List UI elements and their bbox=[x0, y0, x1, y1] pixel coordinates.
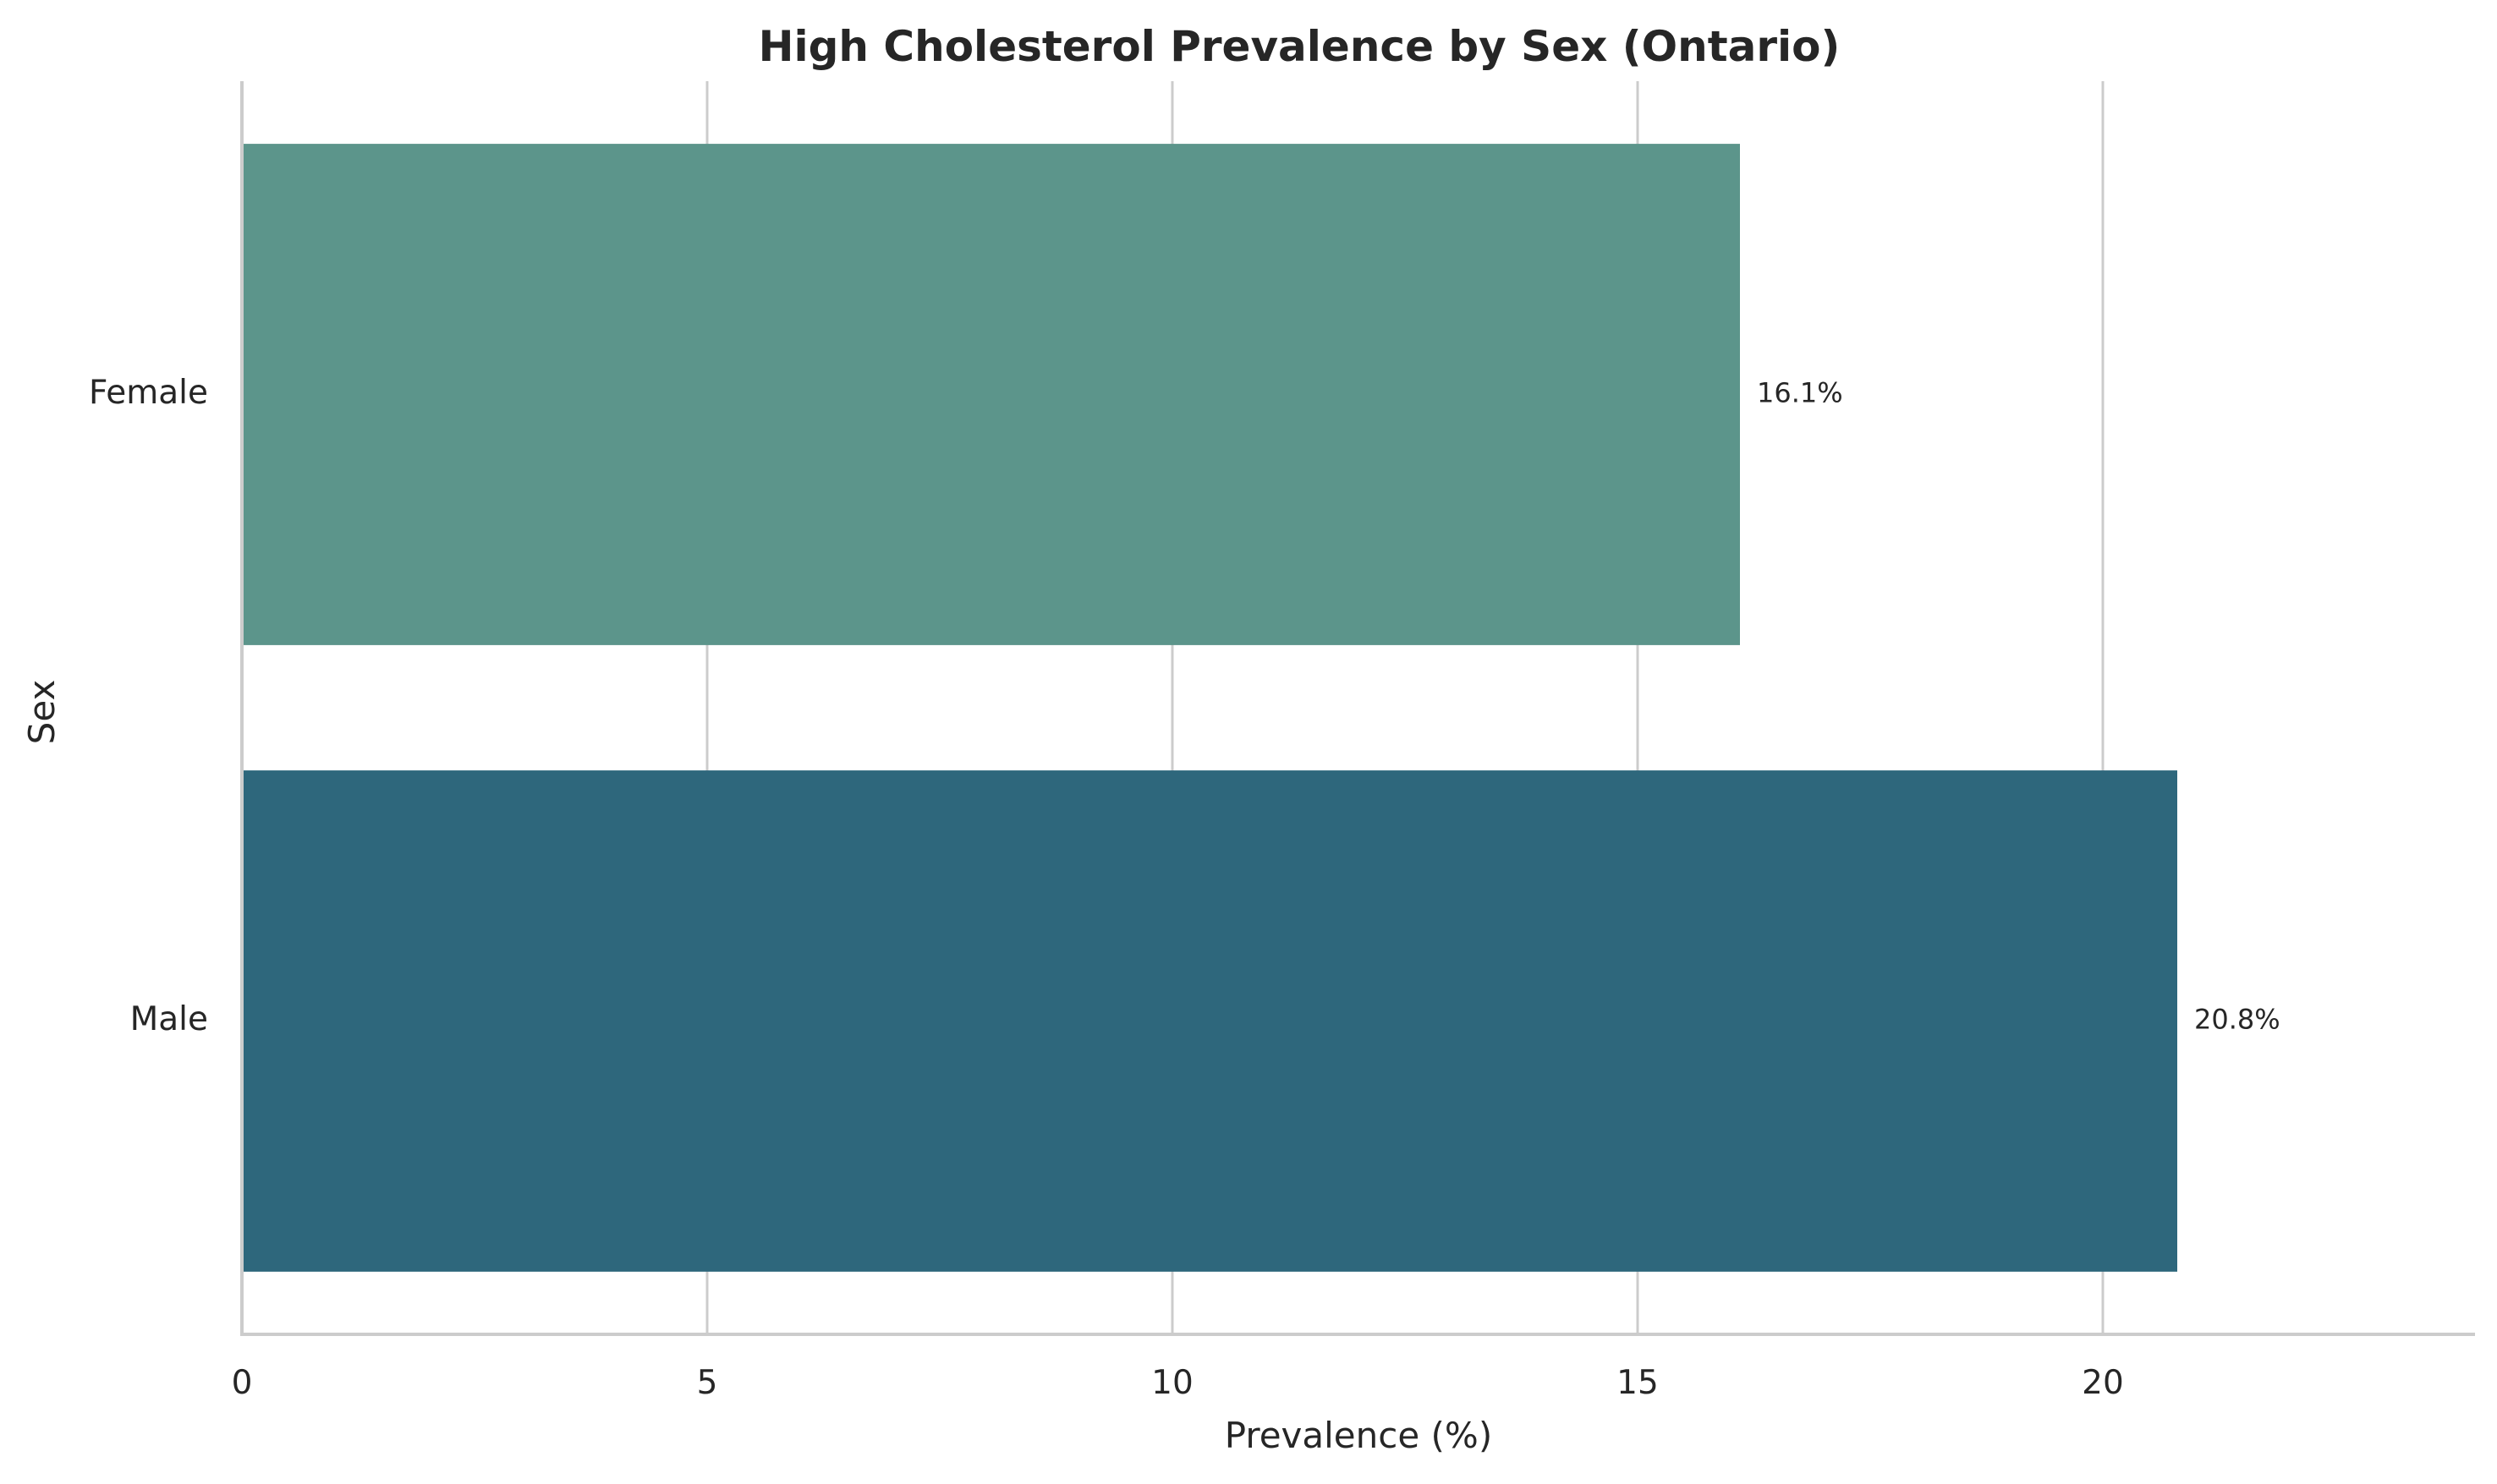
y-axis-label: Sex bbox=[21, 680, 63, 745]
y-tick-label-male: Male bbox=[130, 1000, 208, 1038]
y-tick-label-female: Female bbox=[89, 374, 208, 412]
axes-spines bbox=[240, 81, 2475, 1336]
value-label-female: 16.1% bbox=[1757, 377, 1843, 409]
bar-male bbox=[242, 770, 2177, 1272]
value-label-male: 20.8% bbox=[2194, 1004, 2280, 1036]
chart-title: High Cholesterol Prevalence by Sex (Onta… bbox=[759, 22, 1841, 71]
bars bbox=[242, 144, 2177, 1272]
x-tick-label: 0 bbox=[232, 1364, 253, 1402]
x-axis-label: Prevalence (%) bbox=[1225, 1415, 1492, 1456]
bar-female bbox=[242, 144, 1740, 645]
x-tick-label: 20 bbox=[2082, 1364, 2124, 1402]
value-labels: 16.1% 20.8% bbox=[1757, 377, 2280, 1036]
x-tick-label: 5 bbox=[697, 1364, 718, 1402]
x-tick-label: 15 bbox=[1616, 1364, 1659, 1402]
tick-labels: Female Male 0 5 10 15 20 bbox=[89, 374, 2124, 1402]
x-tick-label: 10 bbox=[1151, 1364, 1194, 1402]
